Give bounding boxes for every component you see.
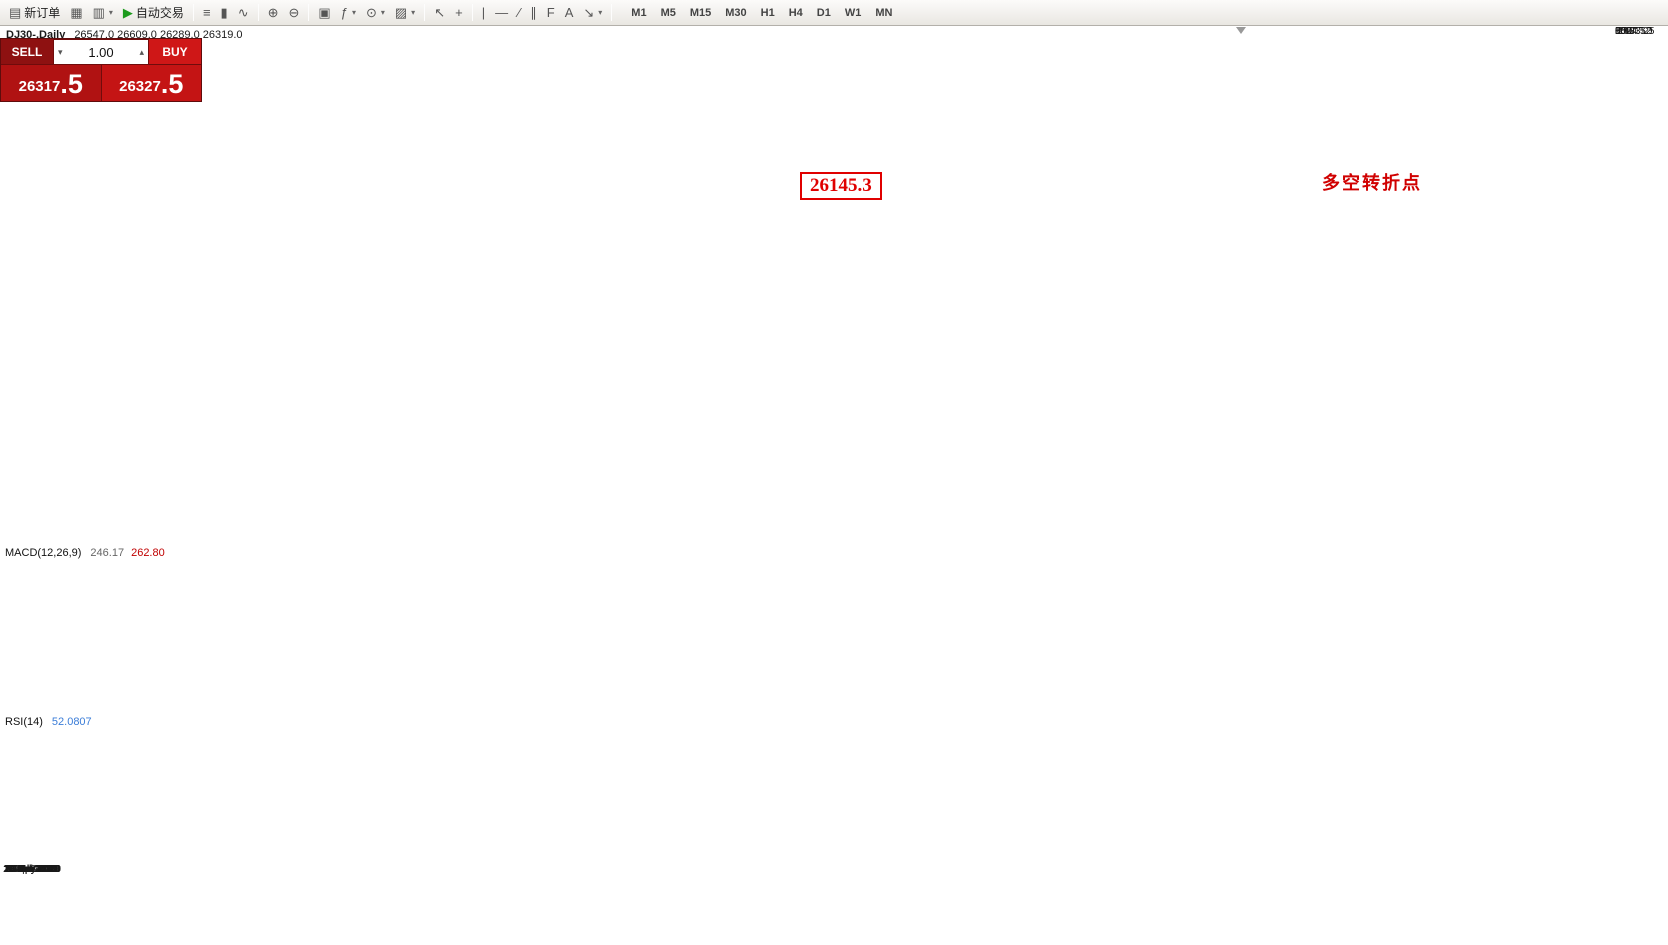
- channel-icon: ∥: [530, 5, 537, 20]
- charts-window-button[interactable]: ▦: [65, 2, 87, 23]
- templates-icon: ▨: [394, 5, 408, 20]
- main-chart-canvas[interactable]: [0, 26, 1668, 945]
- toolbar-separator: [471, 4, 473, 21]
- support-price-annotation: 26145.3: [800, 172, 882, 200]
- indicators-button[interactable]: ƒ ▾: [336, 2, 361, 23]
- crosshair-icon: +: [455, 5, 463, 20]
- new-order-button[interactable]: ▤ 新订单: [4, 2, 65, 23]
- macd-label: MACD(12,26,9) 246.17 262.80: [5, 547, 165, 559]
- zoom-in-icon: ⊕: [267, 5, 279, 20]
- timeframe-button[interactable]: D1: [810, 3, 838, 23]
- toolbar-separator: [424, 4, 426, 21]
- chart-shift-marker-icon: [1236, 27, 1246, 34]
- autotrade-label: 自动交易: [135, 6, 184, 20]
- tile-windows-button[interactable]: ▣: [313, 2, 335, 23]
- profiles-icon: ▥: [92, 5, 105, 20]
- chevron-down-icon: ▾: [380, 8, 385, 17]
- volume-stepper[interactable]: ▾ 1.00 ▴: [54, 39, 148, 64]
- toolbar-separator: [257, 4, 259, 21]
- volume-value: 1.00: [88, 44, 114, 60]
- toolbar-separator: [192, 4, 194, 21]
- volume-decrease-icon[interactable]: ▾: [58, 46, 63, 57]
- autotrade-button[interactable]: ▶ 自动交易: [118, 2, 189, 23]
- bar-chart-icon: ≡: [202, 5, 211, 20]
- autotrade-icon: ▶: [122, 5, 133, 20]
- timeframe-button[interactable]: M30: [718, 3, 753, 23]
- macd-name: MACD(12,26,9): [5, 547, 82, 559]
- timeframe-button[interactable]: M5: [654, 3, 683, 23]
- new-order-icon: ▤: [9, 5, 22, 20]
- rsi-label: RSI(14) 52.0807: [5, 716, 92, 728]
- candle-chart-icon: ▮: [220, 5, 228, 20]
- macd-signal-value: 262.80: [131, 547, 165, 559]
- macd-main-value: 246.17: [90, 547, 125, 559]
- chevron-down-icon: ▾: [411, 8, 416, 17]
- timeframe-button[interactable]: MN: [868, 3, 899, 23]
- sell-price[interactable]: 26317.5: [1, 65, 102, 101]
- timeframe-bar: M1 M5 M15 M30 H1 H4 D1 W1 MN: [624, 3, 899, 23]
- chart-area: DJ30-,Daily 26547.0 26609.0 26289.0 26319…: [0, 26, 1668, 945]
- zoom-in-button[interactable]: ⊕: [263, 2, 284, 23]
- line-chart-button[interactable]: ∿: [233, 2, 254, 23]
- text-tool-icon: A: [564, 5, 574, 20]
- chevron-down-icon: ▾: [598, 8, 603, 17]
- zoom-out-button[interactable]: ⊖: [284, 2, 305, 23]
- toolbar: ▤ 新订单 ▦ ▥ ▾ ▶ 自动交易 ≡ ▮ ∿ ⊕ ⊖ ▣ ƒ ▾ ⊙ ▾ ▨ ▾ ↖…: [0, 0, 1668, 26]
- vertical-line-button[interactable]: |: [477, 2, 490, 23]
- timeframe-button[interactable]: W1: [838, 3, 869, 23]
- cursor-button[interactable]: ↖: [429, 2, 450, 23]
- one-click-trading-panel: SELL ▾ 1.00 ▴ BUY 26317.5 26327.5: [0, 38, 202, 102]
- new-order-label: 新订单: [24, 6, 61, 20]
- volume-increase-icon[interactable]: ▴: [139, 46, 144, 57]
- horizontal-line-icon: —: [495, 5, 509, 20]
- trendline-icon: ∕: [518, 5, 521, 20]
- trendline-button[interactable]: ∕: [513, 2, 525, 23]
- arrows-tool-button[interactable]: ↘ ▾: [578, 2, 607, 23]
- arrows-tool-icon: ↘: [583, 5, 595, 20]
- timeframe-button[interactable]: M15: [683, 3, 718, 23]
- sell-button[interactable]: SELL: [1, 39, 54, 64]
- indicators-icon: ƒ: [340, 5, 348, 20]
- candle-chart-button[interactable]: ▮: [216, 2, 233, 23]
- vertical-line-icon: |: [481, 5, 486, 20]
- timeframe-button[interactable]: M1: [624, 3, 653, 23]
- horizontal-line-button[interactable]: —: [490, 2, 513, 23]
- profiles-button[interactable]: ▥ ▾: [88, 2, 118, 23]
- line-chart-icon: ∿: [237, 5, 249, 20]
- chevron-down-icon: ▾: [108, 8, 113, 17]
- timeframe-button[interactable]: H1: [754, 3, 782, 23]
- turning-point-annotation: 多空转折点: [1322, 173, 1422, 193]
- periods-button[interactable]: ⊙ ▾: [361, 2, 390, 23]
- fibonacci-icon: F: [546, 5, 555, 20]
- timeframe-button[interactable]: H4: [782, 3, 810, 23]
- zoom-out-icon: ⊖: [288, 5, 300, 20]
- toolbar-separator: [611, 4, 613, 21]
- toolbar-separator: [308, 4, 310, 21]
- templates-button[interactable]: ▨ ▾: [390, 2, 420, 23]
- text-tool-button[interactable]: A: [560, 2, 579, 23]
- rsi-value: 52.0807: [51, 716, 92, 728]
- bar-chart-button[interactable]: ≡: [198, 2, 216, 23]
- channel-button[interactable]: ∥: [525, 2, 542, 23]
- buy-button[interactable]: BUY: [148, 39, 201, 64]
- chevron-down-icon: ▾: [351, 8, 356, 17]
- rsi-name: RSI(14): [5, 716, 43, 728]
- charts-icon: ▦: [70, 5, 83, 20]
- periods-icon: ⊙: [365, 5, 377, 20]
- cursor-icon: ↖: [434, 5, 446, 20]
- tile-windows-icon: ▣: [318, 5, 331, 20]
- buy-price[interactable]: 26327.5: [101, 65, 201, 101]
- crosshair-button[interactable]: +: [450, 2, 468, 23]
- fibonacci-button[interactable]: F: [542, 2, 560, 23]
